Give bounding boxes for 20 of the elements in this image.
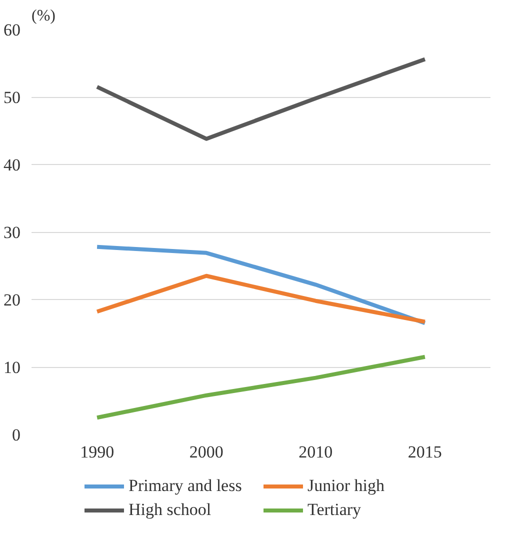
y-tick-label: 30 <box>4 223 20 242</box>
x-tick-label: 1990 <box>80 442 114 462</box>
y-tick-label: 50 <box>4 88 20 107</box>
y-tick-label: 20 <box>4 290 20 310</box>
y-tick-label: 40 <box>4 156 20 174</box>
line-series <box>95 354 427 420</box>
y-tick-label: 10 <box>4 358 20 377</box>
y-tick-label: 0 <box>12 426 20 444</box>
x-tick-label: 2010 <box>298 442 333 462</box>
legend-label: High school <box>128 500 212 520</box>
line-series <box>95 244 427 326</box>
legend-label: Junior high <box>308 476 386 496</box>
legend-label: Tertiary <box>308 500 362 520</box>
line-series <box>95 274 427 324</box>
x-tick-label: 2000 <box>189 442 224 462</box>
legend-label: Primary and less <box>128 476 243 496</box>
line-series <box>95 57 427 141</box>
x-tick-label: 2015 <box>408 442 442 462</box>
y-tick-label: 60 <box>4 20 20 40</box>
y-axis-title: (%) <box>32 8 56 24</box>
